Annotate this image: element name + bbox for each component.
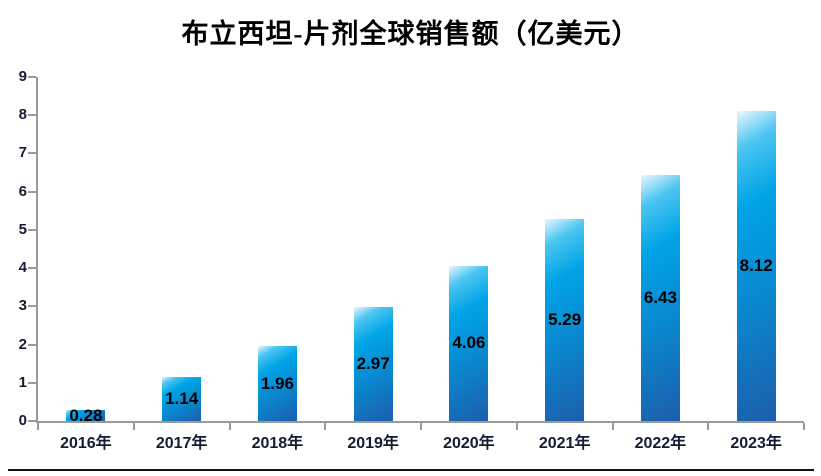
y-axis-tick [28, 76, 36, 78]
bar-2016年 [66, 410, 106, 421]
x-category-label: 2023年 [730, 435, 782, 452]
bar-value-label: 0.28 [69, 405, 103, 425]
y-axis-tick-label: 8 [18, 106, 27, 124]
x-category-label: 2018年 [251, 435, 304, 452]
y-axis-tick [28, 305, 36, 308]
y-axis-tick [28, 152, 36, 155]
y-axis-tick [28, 190, 36, 193]
bar-value-label: 1.14 [165, 389, 199, 409]
bottom-border-line [8, 469, 814, 471]
y-axis-tick-label: 2 [18, 335, 27, 353]
plot-area: 0 1 2 3 4 5 6 7 8 9 0.28 2016年 1.14 2017年 1.96 2018年 2.9… [19, 68, 805, 452]
bar-2022年 [640, 175, 680, 421]
x-axis-tick [420, 423, 422, 430]
y-axis-tick [28, 228, 36, 231]
x-category-label: 2016年 [60, 435, 112, 452]
y-axis-tick [28, 267, 36, 270]
y-axis-tick-label: 5 [18, 220, 27, 238]
x-axis-tick [803, 423, 805, 430]
x-category-label: 2017年 [155, 435, 208, 452]
x-axis-tick [132, 423, 135, 430]
x-axis-tick [324, 423, 327, 430]
x-category-label: 2020年 [443, 435, 495, 452]
bar-value-label: 1.96 [260, 373, 294, 393]
y-axis-tick [28, 343, 36, 346]
y-axis-tick [28, 381, 36, 384]
bar-value-label: 5.29 [548, 309, 582, 329]
bar-value-label: 8.12 [739, 255, 773, 275]
bar-value-label: 6.43 [643, 288, 677, 308]
x-axis-tick [515, 423, 518, 430]
x-category-label: 2019年 [347, 435, 399, 452]
bar-2018年 [257, 346, 297, 421]
y-axis-tick-label: 3 [18, 297, 27, 315]
y-axis-tick [28, 114, 36, 117]
bar-value-label: 4.06 [452, 333, 486, 353]
x-axis-tick [228, 423, 231, 430]
x-axis-tick [707, 423, 710, 430]
y-axis-tick-label: 0 [18, 412, 27, 429]
x-axis-tick [611, 423, 614, 430]
x-category-label: 2022年 [634, 435, 687, 452]
y-axis-tick-label: 1 [18, 373, 27, 391]
y-axis-tick-label: 6 [18, 182, 27, 200]
bar-value-label: 2.97 [356, 354, 390, 374]
y-axis-tick-label: 9 [18, 68, 27, 85]
bar-2023年 [736, 110, 776, 421]
y-axis-tick-label: 7 [18, 144, 27, 162]
bar-2017年 [162, 377, 202, 421]
chart-title: 布立西坦-片剂全球销售额（亿美元） [181, 19, 640, 49]
x-axis-tick [37, 423, 39, 430]
bar-2020年 [449, 265, 489, 421]
bar-2021年 [545, 218, 585, 421]
y-axis-tick [28, 420, 36, 422]
x-category-label: 2021年 [538, 435, 591, 452]
bar-2019年 [353, 307, 393, 421]
y-axis-tick-label: 4 [18, 259, 27, 277]
